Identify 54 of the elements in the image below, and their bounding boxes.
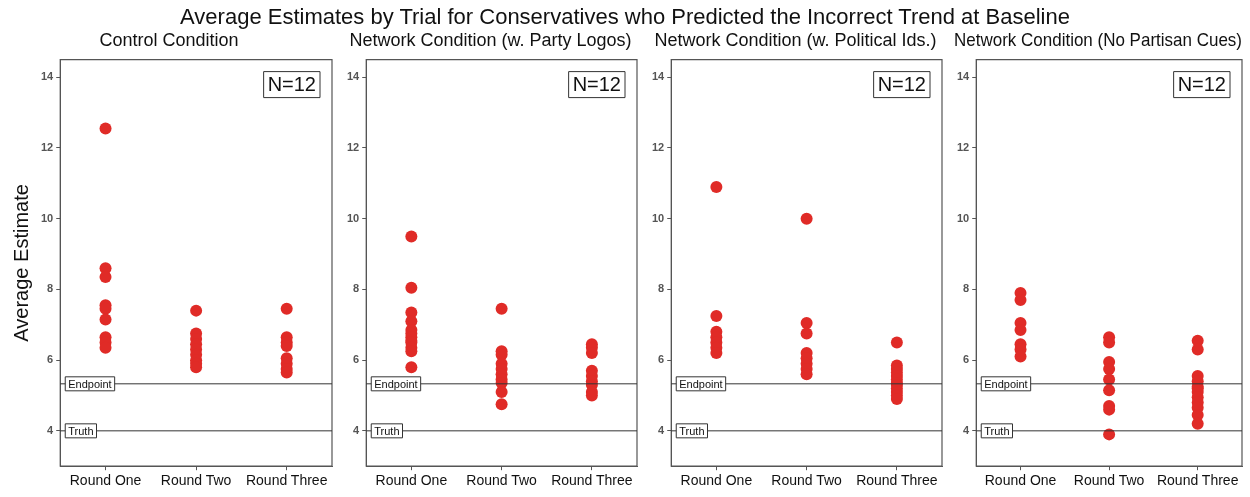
y-tick-label: 10 (956, 211, 970, 224)
y-tick-label: 12 (956, 141, 970, 154)
y-tick-label: 14 (346, 70, 361, 83)
y-tick-label: 12 (40, 141, 54, 154)
annotation: N=12 (267, 73, 316, 96)
y-tick-label: 10 (346, 211, 360, 224)
annotation: N=12 (1177, 73, 1226, 96)
x-tick-label: Round One (680, 472, 753, 489)
y-tick-label: 6 (353, 353, 360, 366)
ref-line-label: Endpoint (68, 377, 112, 390)
ref-line-label: Endpoint (374, 377, 418, 390)
y-tick-label: 10 (40, 211, 54, 224)
x-tick-label: Round Two (160, 472, 232, 489)
x-tick-label: Round Three (551, 472, 633, 489)
y-tick-label: 14 (651, 70, 666, 83)
chart-title: Network Condition (w. Party Logos) (349, 29, 632, 50)
y-tick-label: 4 (963, 423, 971, 436)
y-tick-label: 8 (353, 282, 360, 295)
chart-title: Network Condition (No Partisan Cues) (954, 29, 1242, 50)
ref-line-label: Truth (68, 424, 94, 437)
ref-line-label: Truth (374, 424, 400, 437)
ref-line-label: Endpoint (679, 377, 723, 390)
y-tick-label: 12 (346, 141, 360, 154)
y-tick-label: 12 (651, 141, 665, 154)
annotation: N=12 (572, 73, 621, 96)
y-tick-label: 8 (658, 282, 665, 295)
y-tick-label: 4 (47, 423, 55, 436)
y-tick-label: 4 (353, 423, 361, 436)
x-tick-label: Round Three (245, 472, 328, 489)
x-tick-label: Round Three (856, 472, 938, 489)
chart-title: Control Condition (99, 29, 239, 50)
y-tick-label: 8 (47, 282, 54, 295)
y-tick-label: 14 (40, 70, 55, 83)
x-tick-label: Round One (375, 472, 448, 489)
x-tick-label: Round Two (1073, 472, 1145, 489)
text: Average Estimates by Trial for Conservatives who Predicted the Incorrect Trend at Baseline (179, 4, 1071, 30)
x-tick-label: Round Three (1156, 472, 1239, 489)
ref-line-label: Endpoint (984, 377, 1028, 390)
y-tick-label: 6 (658, 353, 665, 366)
y-tick-label: 8 (963, 282, 970, 295)
x-tick-label: Round Two (466, 472, 538, 489)
x-tick-label: Round Two (771, 472, 843, 489)
y-tick-label: 6 (47, 353, 54, 366)
ref-line-label: Truth (984, 424, 1010, 437)
x-tick-label: Round One (69, 472, 142, 489)
y-tick-label: 4 (658, 423, 666, 436)
y-tick-label: 6 (963, 353, 970, 366)
y-tick-label: 14 (956, 70, 971, 83)
ref-line-label: Truth (679, 424, 705, 437)
y-axis-title: Average Estimate (9, 184, 32, 342)
x-tick-label: Round One (984, 472, 1057, 489)
y-tick-label: 10 (651, 211, 665, 224)
annotation: N=12 (877, 73, 926, 96)
chart-title: Network Condition (w. Political Ids.) (654, 29, 937, 50)
